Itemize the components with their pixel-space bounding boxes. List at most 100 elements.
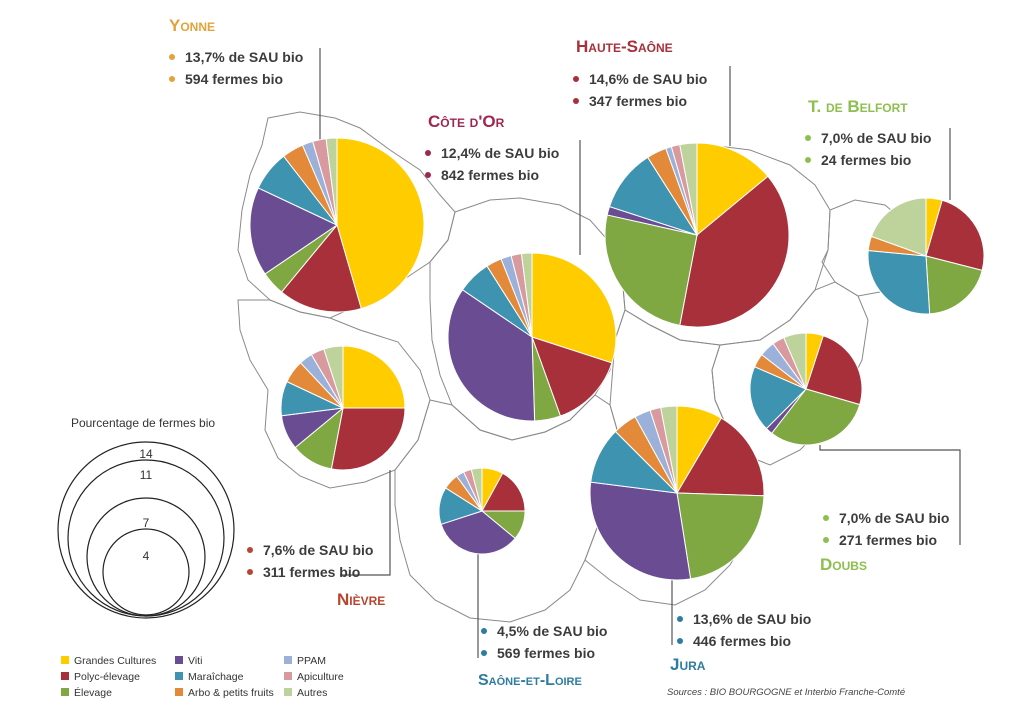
pie-slice-belfort-poly [925, 199, 985, 272]
region-name-nievre: Nièvre [337, 590, 385, 609]
pie-slice-jura-elev [676, 492, 765, 580]
bullet-jura-1 [677, 638, 683, 644]
legend-label-arbo: Arbo & petits fruits [188, 687, 274, 699]
legend-label-autres: Autres [297, 687, 327, 699]
pie-doubs [749, 332, 863, 446]
legend-swatch-viti [175, 656, 183, 664]
pie-slice-cote-dor-viti [447, 289, 536, 422]
bullet-yonne-1 [169, 76, 175, 82]
pie-slice-belfort-autres [870, 197, 927, 257]
sau-nievre: 7,6% de SAU bio [263, 542, 373, 558]
fermes-yonne: 594 fermes bio [185, 71, 283, 87]
sau-saone-et-loire: 4,5% de SAU bio [497, 623, 607, 639]
pie-slice-yonne-viti [249, 187, 339, 275]
pie-slice-haute-saone-poly [679, 175, 790, 328]
legend-label-elev: Élevage [74, 686, 112, 699]
legend-swatch-poly [61, 672, 69, 680]
legend-label-ppam: PPAM [297, 655, 326, 667]
pie-slice-yonne-gc [336, 137, 425, 310]
legend-label-api: Apiculture [297, 671, 344, 683]
pie-slice-jura-autres [660, 405, 678, 494]
pie-saone-et-loire [438, 467, 526, 555]
scale-circle-14 [57, 441, 235, 619]
pie-charts [249, 137, 985, 581]
size-scale-legend: Pourcentage de fermes bio 14 11 7 4 [57, 416, 235, 619]
region-name-belfort: T. de Belfort [808, 97, 908, 116]
scale-title: Pourcentage de fermes bio [71, 416, 215, 430]
pie-slice-saone-et-loire-poly [481, 472, 526, 512]
pie-slice-nievre-gc [342, 345, 406, 409]
pie-slice-cote-dor-gc [531, 252, 617, 364]
bullet-saone-et-loire-1 [481, 650, 487, 656]
bullet-doubs-1 [823, 537, 829, 543]
pie-belfort [867, 197, 985, 315]
legend-swatch-api [284, 672, 292, 680]
leader-lines [319, 48, 961, 658]
pie-slice-doubs-mara [749, 366, 807, 430]
legend-swatch-mara [175, 672, 183, 680]
fermes-doubs: 271 fermes bio [839, 532, 937, 548]
bullet-nievre-1 [247, 569, 253, 575]
bullet-belfort-1 [805, 157, 811, 163]
bullet-yonne-0 [169, 54, 175, 60]
bullet-cote-dor-1 [425, 172, 431, 178]
sau-jura: 13,6% de SAU bio [693, 611, 811, 627]
leader-nievre [340, 470, 391, 576]
pie-slice-yonne-poly [280, 223, 362, 313]
pie-slice-haute-saone-elev [604, 214, 698, 326]
region-labels: Yonne 13,7% de SAU bio 594 fermes bio Côte … [169, 16, 949, 689]
legend-swatch-ppam [284, 656, 292, 664]
pie-slice-belfort-mara [867, 249, 931, 315]
scale-circle-11 [67, 459, 225, 617]
legend-swatch-gc [61, 656, 69, 664]
sau-haute-saone: 14,6% de SAU bio [589, 71, 707, 87]
sau-yonne: 13,7% de SAU bio [185, 49, 303, 65]
pie-slice-yonne-autres [325, 137, 338, 226]
bullet-doubs-0 [823, 515, 829, 521]
fermes-jura: 446 fermes bio [693, 633, 791, 649]
pie-slice-saone-et-loire-viti [440, 510, 516, 555]
pie-slice-cote-dor-autres [520, 252, 533, 338]
bullet-nievre-0 [247, 547, 253, 553]
scale-circle-4 [102, 528, 190, 616]
pie-slice-nievre-poly [330, 407, 406, 471]
bullet-haute-saone-0 [573, 76, 579, 82]
region-name-cote-dor: Côte d'Or [428, 112, 505, 131]
pie-slice-doubs-poly [805, 335, 863, 406]
pie-cote-dor [447, 252, 617, 422]
fermes-saone-et-loire: 569 fermes bio [497, 645, 595, 661]
legend-swatch-elev [61, 688, 69, 696]
scale-circle-7 [86, 497, 206, 617]
fermes-haute-saone: 347 fermes bio [589, 93, 687, 109]
region-name-haute-saone: Haute-Saône [576, 37, 673, 56]
scale-label-11: 11 [140, 468, 153, 482]
region-name-doubs: Doubs [820, 555, 867, 574]
bullet-belfort-0 [805, 135, 811, 141]
pie-slice-haute-saone-autres [679, 142, 698, 236]
region-name-jura: Jura [670, 655, 706, 674]
pie-nievre [280, 345, 406, 471]
pie-slice-haute-saone-gc [696, 142, 769, 237]
legend-swatch-autres [284, 688, 292, 696]
pie-slice-jura-poly [676, 417, 765, 497]
pie-slice-cote-dor-poly [531, 336, 613, 417]
fermes-belfort: 24 fermes bio [821, 152, 911, 168]
category-legend: Grandes Cultures Polyc-élevage Élevage Viti… [61, 655, 344, 699]
scale-label-7: 7 [143, 516, 150, 530]
region-name-saone-et-loire: Saône-et-Loire [478, 672, 582, 689]
region-name-yonne: Yonne [169, 16, 215, 35]
legend-swatch-arbo [175, 688, 183, 696]
scale-label-4: 4 [143, 549, 150, 563]
fermes-cote-dor: 842 fermes bio [441, 167, 539, 183]
pie-slice-jura-viti [589, 481, 692, 581]
leader-doubs [819, 445, 961, 545]
source-note: Sources : BIO BOURGOGNE et Interbio Fran… [667, 687, 905, 698]
pie-slice-doubs-autres [783, 332, 807, 390]
pie-slice-nievre-autres [323, 345, 344, 409]
legend-label-gc: Grandes Cultures [74, 655, 156, 667]
scale-label-14: 14 [139, 447, 153, 461]
sau-doubs: 7,0% de SAU bio [839, 510, 949, 526]
legend-label-poly: Polyc-élevage [74, 671, 140, 683]
legend-label-mara: Maraîchage [188, 671, 244, 683]
